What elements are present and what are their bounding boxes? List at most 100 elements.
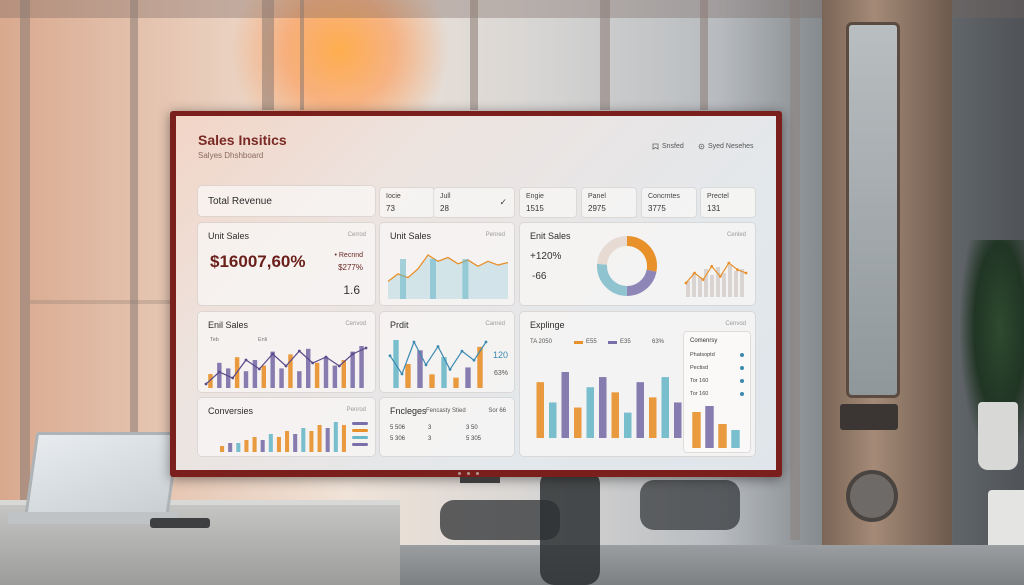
chart-bar [453,377,459,388]
table-header: Sor 66 [488,408,506,414]
chart-bar [536,382,544,438]
card-link[interactable]: Penred [485,232,505,238]
chart-bar [359,346,364,388]
legend-item: TA 2050 [530,339,552,345]
chart-bar [243,371,249,388]
unit-sales-line-chart [387,254,509,299]
chart-bar [718,424,727,448]
chart-bar [260,440,265,452]
status-dot [740,392,744,396]
metric-tile[interactable]: Engie 1515 [520,188,576,217]
chart-bar [705,406,714,448]
kpi-value: $16007,60% [210,252,306,271]
card-link[interactable]: Penrod [346,407,366,413]
chart-bar [624,412,632,438]
unit-sales-chart-card[interactable]: Unit Sales Penred [380,223,514,305]
metric-tile[interactable]: Iocie 73 [380,188,434,217]
profit-card[interactable]: Prdit Canred 120 63% [380,312,514,392]
series-line [387,254,509,282]
chart-bar [731,430,740,448]
panel-title: Comenrsy [690,338,718,344]
chart-bar [698,277,702,297]
chart-point [271,352,275,356]
axis-label: Teb [210,337,219,343]
metric-tile[interactable]: Jull 28 ✓ [434,188,514,217]
chart-bar [285,431,290,452]
chart-point [244,358,248,362]
chart-bar [217,362,222,388]
kpi-side-value: $277% [338,263,363,272]
kpi-side-label: • Recnnd [334,252,363,259]
total-revenue-card[interactable]: Total Revenue [198,186,375,216]
chart-bar [301,428,306,452]
metric-tile[interactable]: Panel 2975 [582,188,636,217]
chart-bar [649,397,657,438]
card-link[interactable]: Cenvod [345,321,366,327]
chart-point [718,274,722,278]
pie-slice [597,236,657,296]
chart-bar [332,365,338,388]
chart-bar [549,402,557,438]
chart-point [736,268,739,272]
dashboard-screen: Sales Insitics Salyes Dhshboard Snsfed S… [176,116,776,470]
area-fill [388,255,508,299]
chart-bar [740,269,744,297]
chart-bar [686,281,690,297]
donut-chart [597,236,657,296]
metric-tile[interactable]: Concrntes 3775 [642,188,696,217]
metric-value: 73 [386,204,395,213]
settings-button[interactable]: Syed Nesehes [698,143,754,150]
axis-label: Enli [258,337,268,343]
chart-bar [586,387,594,438]
bookmark-icon [652,143,659,150]
card-title: Unit Sales [390,231,432,241]
comerses-bar-chart [692,406,740,448]
laptop [23,432,181,520]
metric-value: 2975 [588,204,606,213]
total-revenue-label: Total Revenue [208,196,272,207]
bezel-indicators [458,472,479,475]
chart-bar [270,351,275,388]
legend-item: E35 [608,339,631,345]
chart-bar [734,271,738,297]
chart-bar [692,273,696,297]
chart-point [727,261,731,265]
comerses-panel[interactable]: Comenrsy Phatsoptd Pectisd Tor 160 Tor 1… [684,332,750,452]
stat-value: +120% [530,251,562,262]
chart-bar [341,360,346,388]
app-title: Sales Insitics [198,132,287,148]
stat-value: 63% [493,370,508,377]
unit-sales-kpi-card[interactable]: Unit Sales Cerrod $16007,60% • Recnnd $2… [198,223,375,305]
card-link[interactable]: Cerrod [347,232,366,238]
chart-bar [704,269,708,297]
metric-value: 28 [440,204,449,213]
phone [150,518,210,528]
fncleges-card[interactable]: Fncleges Fencasty Stied Sor 66 5 506 3 3 5… [380,398,514,456]
explinge-card[interactable]: Explinge Cenvod TA 2050 E55 E35 63% Come… [520,312,755,456]
chart-bar [636,382,644,438]
chart-point [257,367,261,371]
stat-value: -66 [532,271,547,282]
chart-bar [317,425,322,452]
saved-button[interactable]: Snsfed [652,143,684,150]
chart-point [684,281,688,285]
metric-tile[interactable]: Prectel 131 [701,188,755,217]
chart-bar [323,357,329,388]
card-link[interactable]: Cenvod [725,321,746,327]
enil-sales-card[interactable]: Enil Sales Cenvod Teb Enli [198,312,375,392]
conversies-card[interactable]: Conversies Penrod [198,398,375,456]
chart-bar [293,434,298,452]
chart-bar [661,377,669,438]
chart-bar [561,372,569,438]
table-header: Fencasty Stied [426,408,466,414]
conversies-bar-chart [220,422,346,452]
chart-point [351,352,355,356]
enit-sales-card[interactable]: Enit Sales Cenled +120% -66 [520,223,755,305]
list-item: Tor 160 [690,391,709,397]
card-link[interactable]: Canred [485,321,505,327]
chart-bar [261,365,266,388]
chart-bar [465,367,471,388]
chart-bar [252,437,257,452]
card-link[interactable]: Cenled [726,232,746,238]
